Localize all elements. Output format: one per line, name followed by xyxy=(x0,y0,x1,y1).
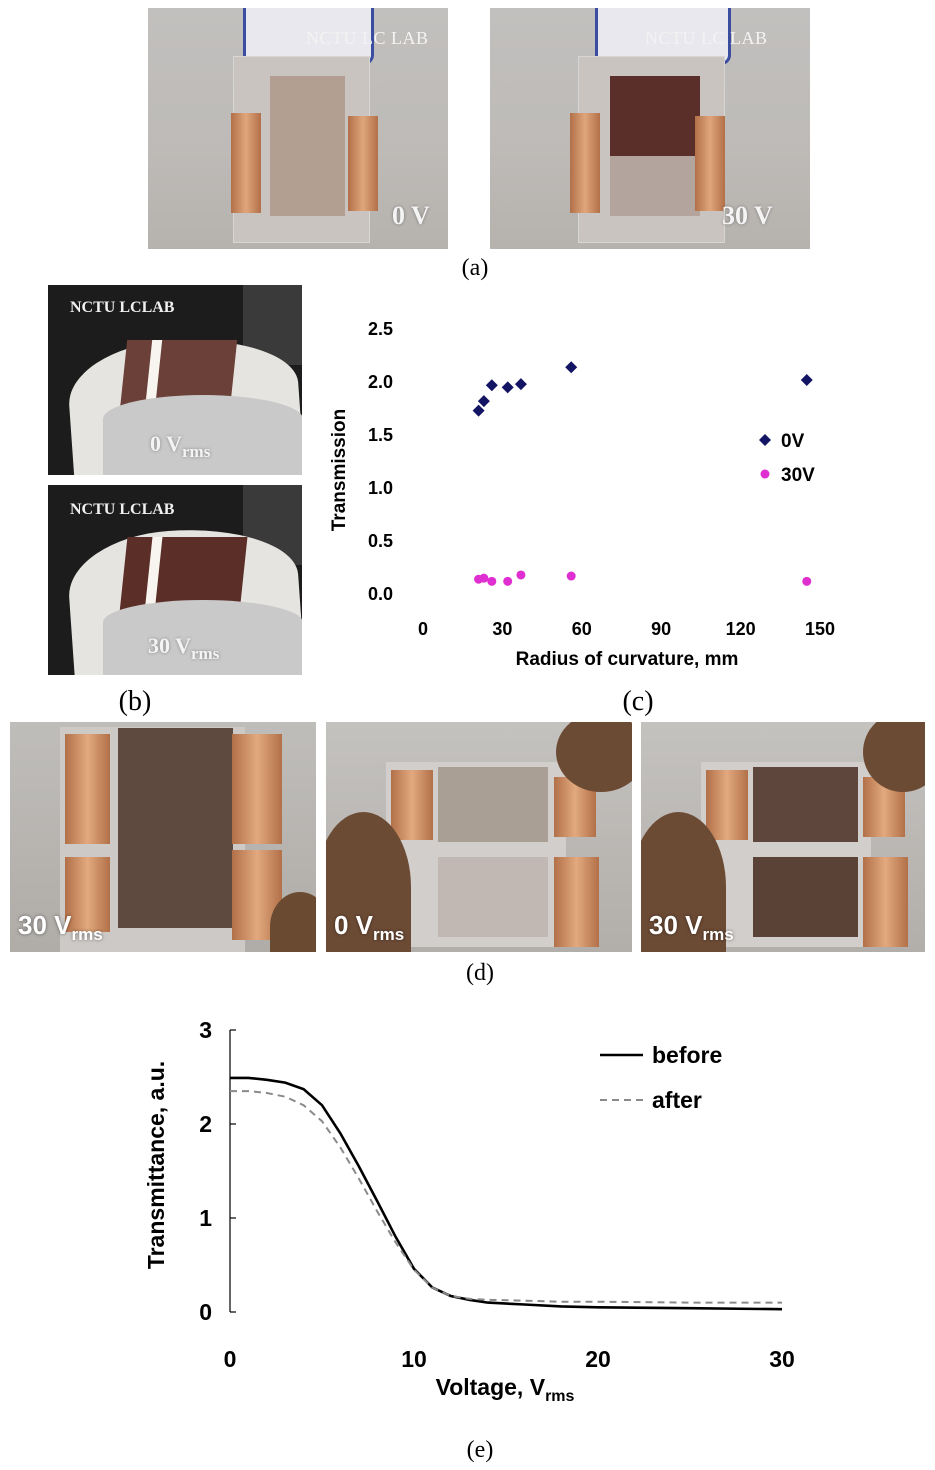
lab-watermark: NCTU LCLAB xyxy=(70,501,175,518)
panel-label-d: (d) xyxy=(466,960,494,986)
data-point-30v xyxy=(566,571,576,581)
y-tick-label: 2.0 xyxy=(368,372,393,392)
y-tick-label: 2.5 xyxy=(368,319,393,339)
voltage-subscript: rms xyxy=(373,925,405,944)
y-tick-label: 0.0 xyxy=(368,584,393,604)
x-tick-label: 150 xyxy=(805,619,835,639)
data-point-0v xyxy=(477,395,490,408)
x-tick-label: 30 xyxy=(769,1346,795,1372)
voltage-value: 30 V xyxy=(649,910,703,940)
legend-marker xyxy=(760,469,770,479)
photo-d-1: 30 Vrms xyxy=(10,722,316,952)
voltage-subscript: rms xyxy=(71,925,103,944)
y-tick-label: 2 xyxy=(199,1111,212,1137)
photo-a-0v: NCTU LC LAB 0 V xyxy=(148,8,448,249)
voltage-label: 0 Vrms xyxy=(150,431,210,462)
data-point-30v xyxy=(503,576,513,586)
y-tick-label: 0.5 xyxy=(368,531,393,551)
voltage-value: 30 V xyxy=(18,910,72,940)
panel-label-a: (a) xyxy=(461,255,489,281)
photo-d-3: 30 Vrms xyxy=(641,722,925,952)
x-tick-label: 0 xyxy=(418,619,428,639)
y-tick-label: 3 xyxy=(199,1017,212,1043)
data-point-0v xyxy=(800,373,813,386)
voltage-label: 30 V xyxy=(722,201,773,230)
voltage-label: 30 Vrms xyxy=(18,910,103,945)
photo-d-2: 0 Vrms xyxy=(326,722,632,952)
x-axis-label-subscript: rms xyxy=(545,1388,574,1405)
legend-label: after xyxy=(652,1087,702,1113)
panel-label-b: (b) xyxy=(118,686,152,717)
panel-label-c: (c) xyxy=(622,686,654,717)
lab-watermark: NCTU LC LAB xyxy=(645,28,768,48)
data-point-30v xyxy=(479,573,489,583)
x-tick-label: 0 xyxy=(224,1346,237,1372)
x-tick-label: 20 xyxy=(585,1346,611,1372)
y-axis-label: Transmission xyxy=(329,409,350,532)
x-tick-label: 10 xyxy=(401,1346,427,1372)
lab-watermark: NCTU LCLAB xyxy=(70,299,175,316)
voltage-label: 30 Vrms xyxy=(148,633,219,664)
x-axis-label: Radius of curvature, mm xyxy=(516,649,739,670)
x-axis-label: Voltage, Vrms xyxy=(436,1374,575,1405)
data-point-30v xyxy=(487,576,497,586)
data-point-30v xyxy=(516,570,526,580)
y-tick-label: 1 xyxy=(199,1205,212,1231)
y-tick-label: 0 xyxy=(199,1299,212,1325)
data-point-0v xyxy=(472,404,485,417)
data-point-30v xyxy=(802,576,812,586)
data-point-0v xyxy=(565,361,578,374)
x-tick-label: 90 xyxy=(651,619,671,639)
voltage-label: 0 Vrms xyxy=(334,910,404,945)
series-line-before xyxy=(230,1076,783,1311)
series-line-after xyxy=(230,1090,782,1304)
voltage-value: 0 V xyxy=(334,910,374,940)
y-axis-label: Transmittance, a.u. xyxy=(143,1061,169,1269)
chart-c: 0.0 0.5 1.0 1.5 2.0 2.5 0 30 60 90 120 150 0V 30V R… xyxy=(329,319,835,670)
x-tick-label: 30 xyxy=(492,619,512,639)
photo-a-30v: NCTU LC LAB 30 V xyxy=(490,8,810,249)
voltage-subscript: rms xyxy=(182,442,211,461)
voltage-subscript: rms xyxy=(191,644,220,663)
x-axis-label-text: Voltage, V xyxy=(436,1374,546,1400)
legend-marker xyxy=(759,434,771,446)
lab-watermark: NCTU LC LAB xyxy=(306,28,429,48)
x-tick-label: 120 xyxy=(726,619,756,639)
x-tick-label: 60 xyxy=(572,619,592,639)
y-tick-label: 1.0 xyxy=(368,478,393,498)
y-tick-label: 1.5 xyxy=(368,425,393,445)
photo-b-0v: NCTU LCLAB 0 Vrms xyxy=(48,285,302,475)
voltage-subscript: rms xyxy=(702,925,734,944)
legend-label: 0V xyxy=(781,431,805,452)
panel-label-e: (e) xyxy=(466,1437,494,1463)
photo-b-30v: NCTU LCLAB 30 Vrms xyxy=(48,485,302,675)
chart-e: 0 1 2 3 0 10 20 30 before after Voltage, Vrms T… xyxy=(143,1017,795,1405)
voltage-value: 0 V xyxy=(150,431,182,456)
legend-label: 30V xyxy=(781,465,815,486)
voltage-value: 30 V xyxy=(148,633,191,658)
data-point-0v xyxy=(501,381,514,394)
voltage-label: 0 V xyxy=(392,201,430,230)
data-point-0v xyxy=(514,378,527,391)
voltage-label: 30 Vrms xyxy=(649,910,734,945)
data-point-0v xyxy=(485,379,498,392)
legend-label: before xyxy=(652,1042,722,1068)
